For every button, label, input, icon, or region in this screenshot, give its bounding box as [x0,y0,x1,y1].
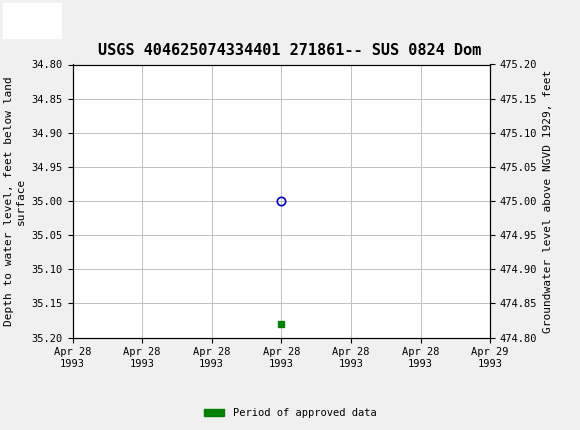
Text: ▒USGS: ▒USGS [5,10,59,31]
Y-axis label: Groundwater level above NGVD 1929, feet: Groundwater level above NGVD 1929, feet [543,69,553,333]
Text: USGS 404625074334401 271861-- SUS 0824 Dom: USGS 404625074334401 271861-- SUS 0824 D… [99,43,481,58]
Bar [3,3,61,37]
Y-axis label: Depth to water level, feet below land
surface: Depth to water level, feet below land su… [5,76,26,326]
Legend: Period of approved data: Period of approved data [200,404,380,423]
